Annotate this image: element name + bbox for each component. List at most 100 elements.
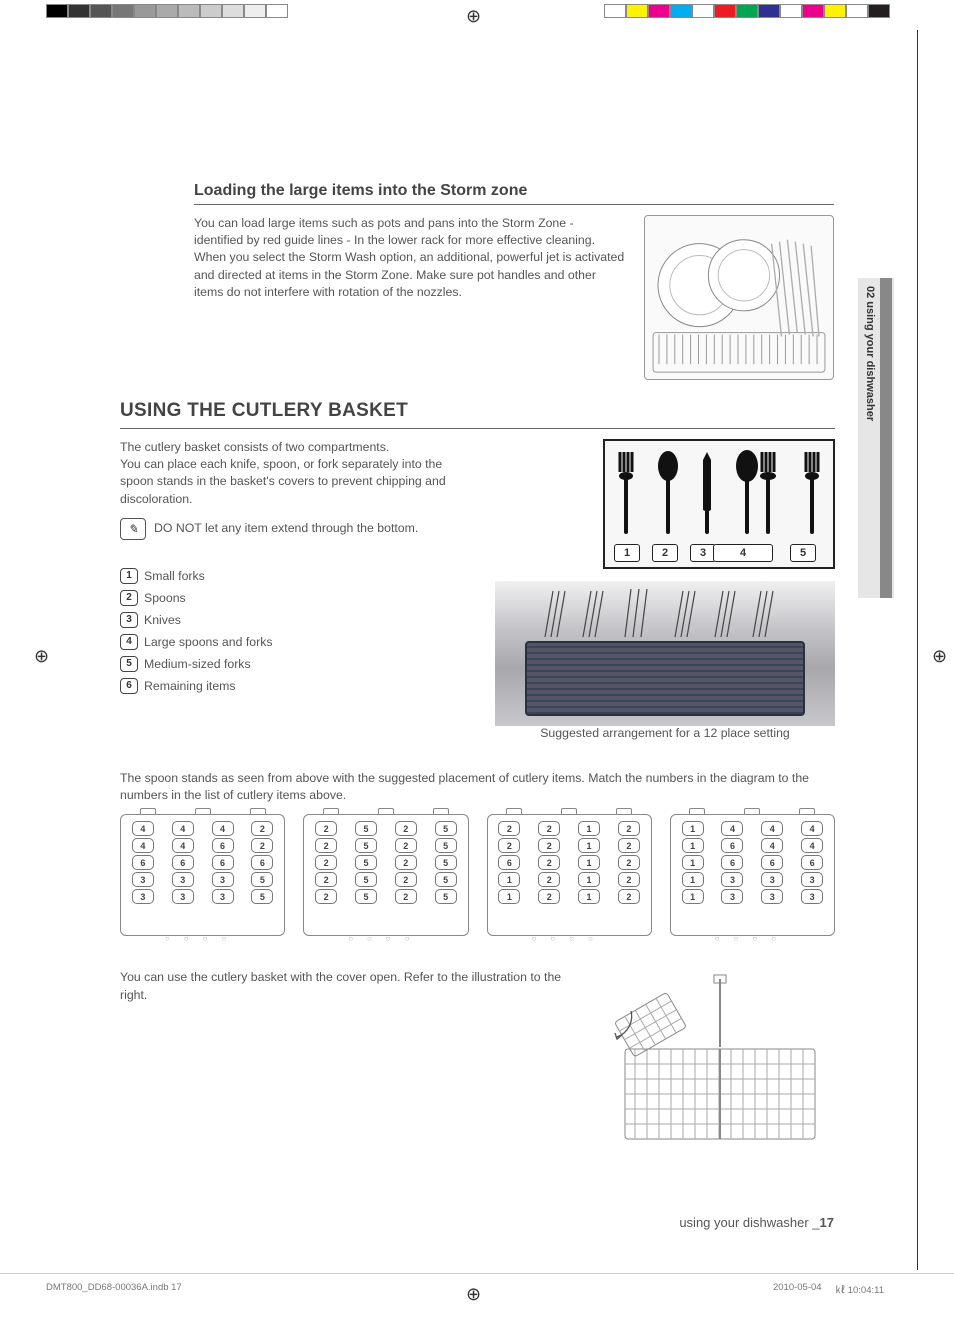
stand-slot: 2 bbox=[538, 889, 560, 904]
swatch bbox=[222, 4, 244, 18]
stand-column: 44633 bbox=[125, 821, 161, 933]
stand-group: 22222555552222255555○○○○ bbox=[303, 814, 468, 943]
stand-group: 44633446334663322655○○○○ bbox=[120, 814, 285, 943]
stand-group: 22611222221111122222○○○○ bbox=[487, 814, 652, 943]
stand-slot: 5 bbox=[435, 889, 457, 904]
stand-slot: 1 bbox=[682, 889, 704, 904]
imprint-file: DMT800_DD68-00036A.indb 17 bbox=[46, 1282, 182, 1296]
stand-slot: 6 bbox=[721, 838, 743, 853]
legend-number-badge: 3 bbox=[120, 612, 138, 628]
legend-label: Spoons bbox=[144, 591, 186, 605]
utensil-type-badge: 5 bbox=[790, 544, 816, 562]
swatch bbox=[692, 4, 714, 18]
stand-slot: 2 bbox=[315, 872, 337, 887]
legend-item: 2 Spoons bbox=[120, 590, 477, 606]
registration-mark-icon: ⊕ bbox=[34, 646, 49, 667]
legend-item: 5Medium-sized forks bbox=[120, 656, 477, 672]
section-tab: 02 using your dishwasher bbox=[858, 278, 894, 598]
stand-slot: 6 bbox=[212, 855, 234, 870]
stand-slot: 3 bbox=[132, 872, 154, 887]
stand-slot: 6 bbox=[498, 855, 520, 870]
stand-column: 44633 bbox=[754, 821, 790, 933]
footer-label: using your dishwasher _ bbox=[679, 1215, 819, 1230]
stand-slot: 6 bbox=[172, 855, 194, 870]
stand-slot: 1 bbox=[682, 872, 704, 887]
crop-line bbox=[917, 30, 918, 1270]
stand-slot: 2 bbox=[538, 872, 560, 887]
utensil-type-badge: 4 bbox=[713, 544, 773, 562]
stand-slot: 2 bbox=[618, 838, 640, 853]
stand-slot: 2 bbox=[538, 855, 560, 870]
stand-slot: 4 bbox=[132, 821, 154, 836]
stand-slot: 2 bbox=[618, 821, 640, 836]
stand-column: 46633 bbox=[715, 821, 751, 933]
swatch bbox=[112, 4, 134, 18]
basket-cover-illustration bbox=[605, 969, 835, 1149]
imprint-date: 2010-05-04 bbox=[773, 1282, 822, 1296]
swatch bbox=[156, 4, 178, 18]
swatch bbox=[758, 4, 780, 18]
cover-open-text: You can use the cutlery basket with the … bbox=[120, 969, 587, 1149]
swatch bbox=[824, 4, 846, 18]
stand-slot: 5 bbox=[355, 838, 377, 853]
swatch bbox=[178, 4, 200, 18]
stand-slot: 2 bbox=[395, 872, 417, 887]
swatch bbox=[68, 4, 90, 18]
stand-slot: 2 bbox=[538, 838, 560, 853]
stand-slot: 6 bbox=[721, 855, 743, 870]
stand-slot: 4 bbox=[801, 821, 823, 836]
stand-slot: 6 bbox=[251, 855, 273, 870]
swatch bbox=[244, 4, 266, 18]
swatch bbox=[780, 4, 802, 18]
stand-slot: 1 bbox=[578, 821, 600, 836]
stand-column: 11111 bbox=[571, 821, 607, 933]
legend-number-badge: 2 bbox=[120, 590, 138, 606]
stand-slot: 2 bbox=[251, 838, 273, 853]
stand-slot: 2 bbox=[315, 838, 337, 853]
swatch bbox=[46, 4, 68, 18]
stand-slot: 3 bbox=[801, 872, 823, 887]
stand-slot: 6 bbox=[801, 855, 823, 870]
stand-slot: 5 bbox=[435, 855, 457, 870]
swatch bbox=[802, 4, 824, 18]
stand-slot: 1 bbox=[682, 821, 704, 836]
stand-slot: 5 bbox=[435, 821, 457, 836]
swatch bbox=[648, 4, 670, 18]
registration-mark-icon: ⊕ bbox=[932, 646, 947, 667]
stand-slot: 5 bbox=[355, 872, 377, 887]
stand-slot: 1 bbox=[578, 872, 600, 887]
legend-number-badge: 5 bbox=[120, 656, 138, 672]
stand-slot: 6 bbox=[761, 855, 783, 870]
section-title-storm: Loading the large items into the Storm z… bbox=[194, 182, 834, 205]
stand-slot: 4 bbox=[172, 821, 194, 836]
stand-column: 44633 bbox=[165, 821, 201, 933]
spoon-stand-diagram: 44633446334663322655○○○○2222255555222225… bbox=[120, 814, 835, 943]
stand-slot: 2 bbox=[498, 838, 520, 853]
stand-slot: 3 bbox=[761, 889, 783, 904]
legend-item: 1Small forks bbox=[120, 568, 477, 584]
stand-slot: 2 bbox=[315, 889, 337, 904]
legend-item: 3Knives bbox=[120, 612, 477, 628]
swatch bbox=[846, 4, 868, 18]
stand-slot: 4 bbox=[761, 821, 783, 836]
stand-slot: 4 bbox=[212, 821, 234, 836]
section-title-cutlery: USING THE CUTLERY BASKET bbox=[120, 400, 835, 429]
stand-slot: 2 bbox=[395, 821, 417, 836]
cutlery-legend: 1Small forks2Spoons3Knives4Large spoons … bbox=[120, 568, 477, 694]
swatch bbox=[868, 4, 890, 18]
stand-column: 55555 bbox=[428, 821, 464, 933]
stand-slot: 3 bbox=[212, 889, 234, 904]
stand-slot: 2 bbox=[618, 855, 640, 870]
footer-page-num: 17 bbox=[820, 1215, 834, 1230]
stand-column: 46633 bbox=[205, 821, 241, 933]
stand-slot: 1 bbox=[578, 855, 600, 870]
stand-slot: 4 bbox=[721, 821, 743, 836]
stand-column: 11111 bbox=[675, 821, 711, 933]
swatch bbox=[714, 4, 736, 18]
stand-column: 22222 bbox=[308, 821, 344, 933]
stand-slot: 2 bbox=[395, 838, 417, 853]
stand-slot: 1 bbox=[578, 889, 600, 904]
stand-slot: 2 bbox=[618, 889, 640, 904]
stand-slot: 6 bbox=[212, 838, 234, 853]
stand-slot: 2 bbox=[618, 872, 640, 887]
